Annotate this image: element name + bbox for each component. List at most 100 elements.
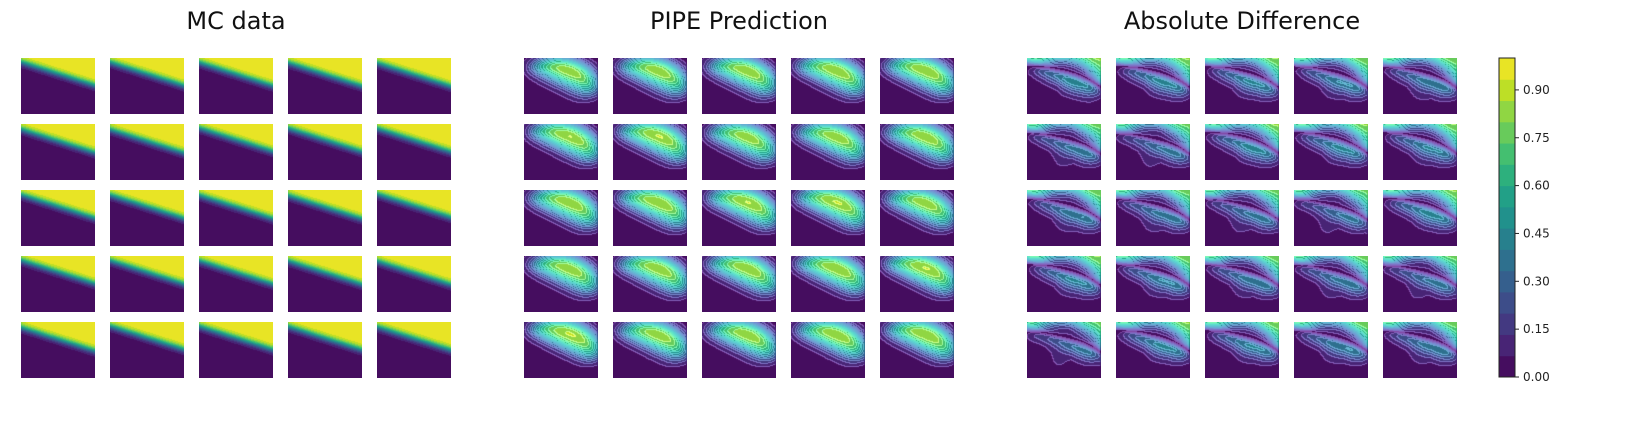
colorbar-frame (1498, 57, 1516, 378)
panel-title: Absolute Difference (1124, 7, 1360, 35)
contour-subplot-r3-c1 (1027, 190, 1101, 246)
panels-container: MC data PIPE Prediction Absolute Differenc… (21, 7, 1457, 378)
colorbar-tick-label: 0.75 (1523, 131, 1550, 145)
contour-subplot-r3-c3 (702, 190, 776, 246)
contour-subplot-r2-c4 (288, 124, 362, 180)
contour-subplot-r1-c2 (110, 58, 184, 114)
panel-title: MC data (186, 7, 285, 35)
colorbar-level-3 (1499, 291, 1515, 314)
contour-subplot-r4-c5 (1383, 256, 1457, 312)
colorbar-level-11 (1499, 121, 1515, 144)
contour-subplot-r4-c1 (21, 256, 95, 312)
contour-subplot-r4-c4 (288, 256, 362, 312)
contour-subplot-r5-c5 (880, 322, 954, 378)
contour-subplot-r3-c4 (1294, 190, 1368, 246)
contour-subplot-r2-c5 (880, 124, 954, 180)
contour-subplot-r5-c3 (1205, 322, 1279, 378)
contour-subplot-r2-c2 (110, 124, 184, 180)
panel-mc: MC data (21, 7, 451, 378)
contour-subplot-r5-c4 (1294, 322, 1368, 378)
contour-subplot-r3-c2 (1116, 190, 1190, 246)
contour-subplot-r3-c2 (613, 190, 687, 246)
contour-subplot-r3-c1 (21, 190, 95, 246)
colorbar-level-4 (1499, 270, 1515, 293)
contour-subplot-r1-c5 (377, 58, 451, 114)
colorbar-level-7 (1499, 206, 1515, 229)
contour-subplot-r4-c3 (199, 256, 273, 312)
contour-subplot-r2-c5 (377, 124, 451, 180)
contour-subplot-r5-c2 (110, 322, 184, 378)
colorbar-level-0 (1499, 355, 1515, 378)
contour-subplot-r1-c5 (1383, 58, 1457, 114)
contour-subplot-r4-c4 (791, 256, 865, 312)
contour-subplot-r1-c5 (880, 58, 954, 114)
contour-subplot-r2-c1 (1027, 124, 1101, 180)
contour-subplot-r5-c1 (524, 322, 598, 378)
contour-subplot-r2-c1 (524, 124, 598, 180)
contour-subplot-r5-c4 (288, 322, 362, 378)
contour-subplot-r2-c4 (1294, 124, 1368, 180)
contour-subplot-r1-c3 (199, 58, 273, 114)
panel-diff: Absolute Difference (1027, 7, 1457, 378)
contour-subplot-r4-c5 (377, 256, 451, 312)
contour-subplot-r2-c3 (1205, 124, 1279, 180)
panel-title: PIPE Prediction (650, 7, 828, 35)
contour-subplot-r3-c4 (791, 190, 865, 246)
contour-subplot-r1-c2 (613, 58, 687, 114)
contour-subplot-r3-c5 (1383, 190, 1457, 246)
colorbar-tick-label: 0.15 (1523, 322, 1550, 336)
contour-subplot-r2-c2 (1116, 124, 1190, 180)
colorbar-level-5 (1499, 249, 1515, 272)
contour-subplot-r2-c1 (21, 124, 95, 180)
panel-pred: PIPE Prediction (524, 7, 954, 378)
contour-subplot-r5-c1 (1027, 322, 1101, 378)
colorbar: 0.00 0.15 0.30 0.45 0.60 0.75 0.90 (1498, 57, 1550, 384)
contour-subplot-r3-c5 (377, 190, 451, 246)
contour-subplot-r1-c1 (21, 58, 95, 114)
contour-subplot-r1-c4 (791, 58, 865, 114)
colorbar-level-14 (1499, 58, 1515, 80)
contour-subplot-r3-c2 (110, 190, 184, 246)
contour-subplot-r4-c4 (1294, 256, 1368, 312)
contour-subplot-r2-c3 (199, 124, 273, 180)
contour-subplot-r5-c2 (613, 322, 687, 378)
contour-subplot-r2-c3 (702, 124, 776, 180)
contour-subplot-r4-c1 (1027, 256, 1101, 312)
contour-subplot-r3-c3 (199, 190, 273, 246)
contour-subplot-r5-c2 (1116, 322, 1190, 378)
contour-subplot-r4-c3 (1205, 256, 1279, 312)
contour-subplot-r5-c1 (21, 322, 95, 378)
contour-subplot-r2-c4 (791, 124, 865, 180)
colorbar-tick-label: 0.90 (1523, 83, 1550, 97)
colorbar-level-13 (1499, 79, 1515, 102)
contour-subplot-r4-c1 (524, 256, 598, 312)
colorbar-tick-label: 0.60 (1523, 179, 1550, 193)
contour-subplot-r1-c2 (1116, 58, 1190, 114)
contour-subplot-r3-c1 (524, 190, 598, 246)
contour-subplot-r3-c4 (288, 190, 362, 246)
contour-subplot-r1-c4 (288, 58, 362, 114)
contour-subplot-r1-c3 (702, 58, 776, 114)
contour-subplot-r3-c3 (1205, 190, 1279, 246)
colorbar-tick-label: 0.00 (1523, 370, 1550, 384)
contour-subplot-r4-c2 (613, 256, 687, 312)
contour-subplot-r5-c3 (199, 322, 273, 378)
contour-subplot-r5-c5 (1383, 322, 1457, 378)
colorbar-level-8 (1499, 185, 1515, 208)
colorbar-level-1 (1499, 334, 1515, 357)
contour-subplot-r4-c2 (1116, 256, 1190, 312)
contour-subplot-r1-c3 (1205, 58, 1279, 114)
contour-subplot-r4-c5 (880, 256, 954, 312)
contour-subplot-r1-c1 (1027, 58, 1101, 114)
colorbar-level-2 (1499, 313, 1515, 335)
contour-subplot-r1-c4 (1294, 58, 1368, 114)
contour-subplot-r5-c4 (791, 322, 865, 378)
contour-subplot-r5-c5 (377, 322, 451, 378)
colorbar-level-12 (1499, 100, 1515, 123)
contour-subplot-r5-c3 (702, 322, 776, 378)
contour-subplot-r4-c2 (110, 256, 184, 312)
colorbar-level-6 (1499, 228, 1515, 250)
colorbar-tick-label: 0.30 (1523, 274, 1550, 288)
colorbar-level-9 (1499, 164, 1515, 187)
